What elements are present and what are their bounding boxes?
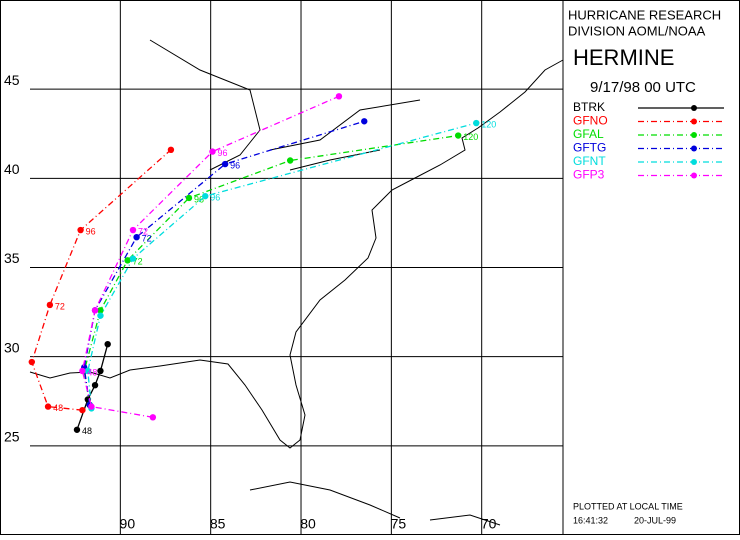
legend-label: GFP3 xyxy=(573,168,605,182)
track-point xyxy=(104,340,111,348)
track-point xyxy=(473,119,480,127)
y-tick-label: 45 xyxy=(4,72,20,88)
x-tick-label: 70 xyxy=(481,516,497,532)
footer-line: 20-JUL-99 xyxy=(634,515,676,525)
track-point xyxy=(28,358,36,366)
x-tick-label: 75 xyxy=(391,516,407,532)
legend-label: BTRK xyxy=(573,100,605,114)
footer-line: PLOTTED AT LOCAL TIME xyxy=(573,501,683,511)
y-tick-label: 25 xyxy=(4,429,20,445)
track-point xyxy=(84,367,92,375)
footer-line: 16:41:32 xyxy=(573,515,608,525)
track-point xyxy=(88,403,95,410)
hour-label: 96 xyxy=(210,193,220,203)
track-point xyxy=(91,382,99,389)
x-tick-label: 85 xyxy=(210,516,226,532)
track-point xyxy=(46,301,54,309)
hour-label: 96 xyxy=(217,148,227,158)
track-point xyxy=(97,307,104,314)
hour-label: 96 xyxy=(230,160,240,170)
track-point xyxy=(286,157,294,164)
track-line xyxy=(87,122,477,409)
track-point xyxy=(129,226,137,234)
track-point xyxy=(455,132,462,139)
legend-dot xyxy=(691,159,697,165)
header-line: DIVISION AOML/NOAA xyxy=(568,23,706,38)
track-point xyxy=(44,403,52,410)
storm-name: HERMINE xyxy=(573,45,674,70)
x-tick-label: 80 xyxy=(300,516,316,532)
hour-label: 72 xyxy=(138,226,148,236)
legend-label: GFNT xyxy=(573,154,606,168)
y-tick-label: 35 xyxy=(4,250,20,266)
track-point xyxy=(77,226,84,234)
track-point xyxy=(221,160,229,168)
hour-label: 72 xyxy=(133,257,143,267)
hour-label: 96 xyxy=(86,226,96,236)
track-line xyxy=(83,120,365,405)
track-line xyxy=(31,149,172,411)
hour-label: 48 xyxy=(82,426,92,436)
hour-label: 48 xyxy=(53,403,63,413)
track-point xyxy=(167,146,175,153)
track-point xyxy=(361,118,368,125)
track-point xyxy=(335,93,343,100)
track-point xyxy=(97,312,104,319)
track-point xyxy=(209,148,216,155)
track-point xyxy=(185,194,193,202)
hour-label: 72 xyxy=(142,234,152,244)
track-point xyxy=(129,255,137,262)
track-point xyxy=(73,426,81,433)
track-point xyxy=(91,307,99,314)
track-point xyxy=(97,367,104,375)
hour-label: 120 xyxy=(481,119,496,129)
legend-dot xyxy=(691,172,697,179)
date-time: 9/17/98 00 UTC xyxy=(590,79,696,96)
x-tick-label: 90 xyxy=(120,516,136,532)
y-tick-label: 30 xyxy=(4,339,20,355)
track-point xyxy=(79,406,86,414)
track-point xyxy=(202,192,209,200)
legend-dot xyxy=(691,145,697,152)
hour-label: 120 xyxy=(463,132,478,142)
legend-dot xyxy=(691,105,697,111)
track-point xyxy=(133,233,140,241)
legend-dot xyxy=(691,132,697,138)
legend-label: GFAL xyxy=(573,127,604,141)
hour-label: 96 xyxy=(194,194,204,204)
track-point xyxy=(79,367,86,375)
y-tick-label: 40 xyxy=(4,161,20,177)
legend-dot xyxy=(691,118,697,125)
hour-label: 72 xyxy=(55,301,65,311)
legend-label: GFNO xyxy=(573,114,608,128)
legend-label: GFTG xyxy=(573,141,606,155)
track-point xyxy=(124,257,131,264)
hour-label: 48 xyxy=(87,367,97,377)
header-line: HURRICANE RESEARCH xyxy=(568,7,721,22)
track-point xyxy=(149,414,157,421)
